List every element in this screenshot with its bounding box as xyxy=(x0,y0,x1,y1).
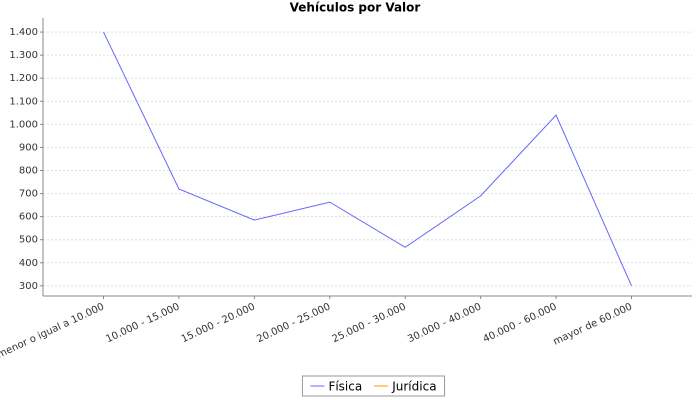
series-line xyxy=(103,31,632,287)
y-tick-label: 700 xyxy=(19,189,38,200)
legend-label: Jurídica xyxy=(391,380,436,394)
y-tick-label: 600 xyxy=(19,212,38,223)
y-tick-label: 1.300 xyxy=(9,50,38,61)
x-tick-label: mayor de 60.000 xyxy=(552,301,634,347)
x-tick-label: 40.000 - 60.000 xyxy=(481,301,558,345)
y-tick-label: 400 xyxy=(19,258,38,269)
x-tick-label: 30.000 - 40.000 xyxy=(406,301,483,345)
legend: Física Jurídica xyxy=(301,375,446,397)
y-tick-label: 800 xyxy=(19,165,38,176)
y-tick-label: 1.400 xyxy=(9,27,38,38)
x-tick-label: 10.000 - 15.000 xyxy=(104,301,181,345)
chart-title: Vehículos por Valor xyxy=(290,1,421,15)
legend-label: Física xyxy=(328,380,362,394)
y-tick-label: 900 xyxy=(19,142,38,153)
y-tick-label: 300 xyxy=(19,281,38,292)
y-tick-label: 500 xyxy=(19,235,38,246)
x-tick-label: 25.000 - 30.000 xyxy=(331,301,408,345)
y-tick-label: 1.000 xyxy=(9,119,38,130)
x-tick-label: 20.000 - 25.000 xyxy=(255,301,332,345)
x-tick-label: menor o igual a 10.000 xyxy=(0,301,106,360)
legend-box xyxy=(301,375,446,397)
x-tick-label: 15.000 - 20.000 xyxy=(180,301,257,345)
y-tick-label: 1.100 xyxy=(9,96,38,107)
y-tick-label: 1.200 xyxy=(9,73,38,84)
